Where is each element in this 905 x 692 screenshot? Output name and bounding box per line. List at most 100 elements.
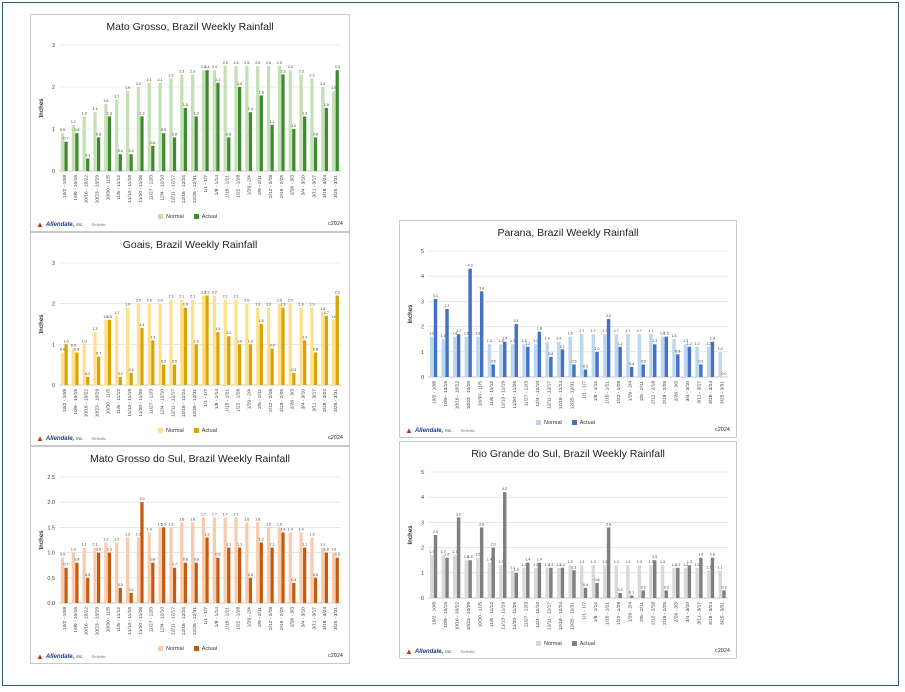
actual-bar — [433, 535, 438, 598]
actual-bar — [151, 562, 155, 603]
normal-bar-value-label: 2.0 — [158, 299, 163, 303]
normal-bar-value-label: 2.5 — [234, 61, 239, 65]
normal-bar-value-label: 1.9 — [125, 86, 130, 90]
normal-bar — [603, 334, 607, 377]
actual-bar-value-label: 2.8 — [479, 522, 484, 526]
x-category-label: 3/11 - 3/17 — [311, 389, 317, 412]
actual-bar-value-label: 1.0 — [514, 568, 519, 572]
actual-bar — [479, 527, 484, 598]
actual-bar-value-label: 0.8 — [226, 132, 231, 136]
normal-bar-value-label: 1.9 — [331, 86, 336, 90]
normal-bar — [288, 303, 292, 385]
actual-bar-value-label: 2.4 — [205, 65, 210, 69]
normal-bar-value-label: 1.7 — [441, 550, 446, 554]
x-category-label: 12/4 - 12/10 — [160, 607, 166, 633]
normal-bar-value-label: 1.3 — [498, 560, 503, 564]
y-tick-label: 2 — [421, 546, 424, 552]
legend-item-actual: Actual — [571, 420, 595, 426]
x-category-label: 1/1 - 1/7 — [203, 607, 209, 625]
normal-bar — [614, 334, 619, 377]
actual-bar-value-label: 1.7 — [324, 311, 329, 315]
actual-bar — [270, 124, 274, 171]
actual-bar — [237, 547, 242, 603]
normal-bar — [321, 87, 325, 171]
normal-bar — [82, 547, 86, 603]
normal-bar-value-label: 1.3 — [614, 560, 619, 564]
actual-bar-value-label: 0.3 — [291, 368, 296, 372]
x-category-label: 12/4 - 12/10 — [160, 175, 166, 201]
legend-item-normal: Normal — [158, 646, 184, 652]
legend-label-normal: Normal — [544, 641, 562, 647]
normal-bar-value-label: 1.6 — [568, 332, 573, 336]
actual-bar — [699, 557, 703, 598]
actual-bar-value-label: 1.3 — [194, 111, 199, 115]
normal-bar — [591, 334, 596, 377]
legend-label-actual: Actual — [201, 646, 218, 652]
normal-bar — [223, 517, 227, 603]
x-category-label: 1/15 - 1/21 — [604, 381, 610, 404]
brand-name: Allendale, — [45, 221, 75, 228]
actual-bar — [129, 592, 133, 603]
x-category-label: 3/4 - 3/10 — [301, 607, 307, 628]
normal-bar — [234, 299, 238, 385]
normal-bar-value-label: 1.6 — [452, 332, 457, 336]
normal-bar-value-label: 2.0 — [288, 299, 293, 303]
x-category-label: 3/18 - 3/24 — [708, 381, 714, 404]
actual-bar-value-label: 1.0 — [96, 548, 101, 552]
normal-bar-value-label: 1.9 — [125, 303, 130, 307]
legend-item-normal: Normal — [158, 428, 184, 434]
normal-bar-value-label: 1.7 — [234, 512, 239, 516]
normal-bar-value-label: 1.1 — [320, 543, 325, 547]
x-category-label: 3/25 - 3/31 — [333, 389, 339, 412]
normal-bar-value-label: 2.1 — [179, 295, 184, 299]
chart-svg: 0.0 0.5 1.0 1.5 2.0 2.5 Inches 0.9 0.7 10/2 - 10/… — [39, 475, 341, 635]
normal-bar-value-label: 1.3 — [602, 560, 607, 564]
normal-bar — [310, 307, 314, 385]
normal-bar-value-label: 2.1 — [158, 78, 163, 82]
x-category-label: 11/27 - 12/3 — [149, 607, 155, 633]
actual-bar — [313, 352, 318, 385]
chart-panel-goais: Goais, Brazil Weekly Rainfall 0 1 2 3 Inches 0… — [30, 232, 350, 446]
actual-bar-value-label: 0.5 — [248, 573, 253, 577]
actual-bar-value-label: 0.8 — [172, 132, 177, 136]
y-tick-label: 1 — [421, 350, 424, 356]
normal-bar — [453, 336, 457, 377]
actual-bar-value-label: 4.3 — [468, 264, 473, 268]
actual-bar-value-label: 0.6 — [595, 578, 600, 582]
actual-bar-value-label: 2.8 — [606, 522, 611, 526]
actual-bar-value-label: 1.3 — [687, 560, 692, 564]
actual-bar-value-label: 1.0 — [194, 339, 199, 343]
actual-bar-value-label: 1.1 — [302, 543, 307, 547]
actual-bar-value-label: 2.2 — [335, 291, 340, 295]
actual-bar-value-label: 2.1 — [215, 78, 220, 82]
x-category-label: 2/12 - 2/18 — [268, 607, 274, 630]
actual-bar — [64, 567, 68, 603]
normal-bar — [580, 334, 584, 377]
actual-bar — [479, 291, 484, 377]
actual-bar — [313, 577, 318, 603]
actual-bar — [86, 158, 90, 171]
x-category-label: 3/11 - 3/17 — [311, 607, 317, 630]
y-tick-label: 3 — [52, 43, 55, 49]
actual-bar — [710, 341, 715, 377]
x-category-label: 10/23 - 10/29 — [466, 381, 472, 410]
x-category-label: 2/19 - 2/25 — [279, 607, 285, 630]
normal-bar — [266, 66, 271, 171]
legend-swatch-normal — [536, 641, 541, 647]
legend-swatch-actual — [193, 428, 199, 434]
actual-bar — [194, 116, 198, 171]
x-category-label: 11/6 - 11/12 — [116, 607, 122, 632]
y-axis-label: Inches — [39, 98, 45, 118]
normal-bar — [60, 352, 65, 385]
normal-bar-value-label: 2.0 — [136, 299, 141, 303]
x-category-label: 12/11 - 12/17 — [547, 602, 553, 630]
normal-bar — [115, 99, 119, 171]
copyright-year: c2024 — [328, 221, 343, 227]
brand-suffix: Inc. — [76, 436, 84, 441]
actual-bar-value-label: 1.1 — [237, 543, 242, 547]
actual-bar — [324, 315, 328, 385]
normal-bar-value-label: 1.6 — [660, 332, 665, 336]
normal-bar-value-label: 1.3 — [136, 532, 141, 536]
actual-bar-value-label: 0.8 — [548, 352, 553, 356]
normal-bar — [71, 124, 75, 171]
